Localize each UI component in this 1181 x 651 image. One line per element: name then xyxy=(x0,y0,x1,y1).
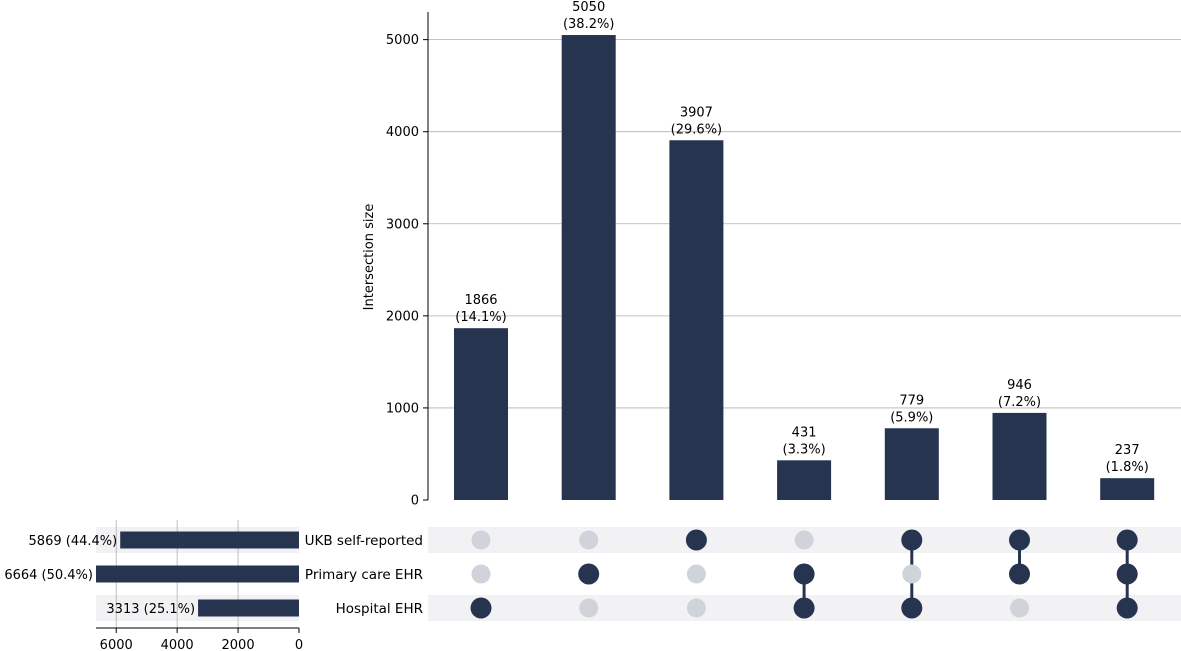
membership-dot-active xyxy=(578,563,600,585)
membership-dot-inactive xyxy=(471,564,491,584)
set-size-tick-label: 4000 xyxy=(161,638,194,651)
membership-dot-active xyxy=(793,563,815,585)
set-size-tick-label: 6000 xyxy=(100,638,133,651)
intersection-value-label: 237 xyxy=(1115,443,1140,458)
set-size-label: 5869 (44.4%) xyxy=(29,534,118,549)
intersection-percent-label: (29.6%) xyxy=(671,122,722,137)
membership-dot-inactive xyxy=(579,530,599,550)
membership-dot-active xyxy=(1116,563,1138,585)
membership-dot-inactive xyxy=(902,564,922,584)
intersection-bars xyxy=(454,35,1155,501)
intersection-grid xyxy=(428,39,1181,409)
set-size-bar xyxy=(198,599,299,617)
membership-dot-inactive xyxy=(1010,598,1029,618)
intersection-bar xyxy=(992,412,1047,500)
membership-dot-inactive xyxy=(686,598,706,618)
intersection-bar-labels: 1866 (14.1%) 5050 (38.2%) 3907 (29.6%) 431 (3.3… xyxy=(455,0,1149,475)
intersection-y-axis: 0 1000 2000 3000 4000 5000 xyxy=(386,12,429,509)
set-size-bar xyxy=(96,565,299,583)
set-names: UKB self-reported Primary care EHR Hospita… xyxy=(305,533,423,617)
set-name-label: Primary care EHR xyxy=(305,567,423,583)
membership-dot-active xyxy=(793,597,815,619)
y-tick-label: 1000 xyxy=(386,401,419,416)
intersection-bar xyxy=(561,35,616,501)
y-tick-label: 3000 xyxy=(386,217,419,232)
intersection-value-label: 779 xyxy=(899,393,924,408)
membership-dot-active xyxy=(1116,529,1138,551)
y-tick-label: 4000 xyxy=(386,125,419,140)
y-tick-label: 5000 xyxy=(386,33,419,48)
membership-dot-active xyxy=(470,597,492,619)
intersection-bar xyxy=(884,428,939,500)
intersection-value-label: 1866 xyxy=(464,293,497,308)
set-size-tick-label: 0 xyxy=(295,638,303,651)
set-size-x-axis: 6000 4000 2000 0 xyxy=(96,627,303,651)
membership-dot-inactive xyxy=(579,598,599,618)
membership-dot-active xyxy=(1009,563,1030,585)
intersection-percent-label: (5.9%) xyxy=(890,410,933,425)
intersection-bar xyxy=(454,328,508,500)
intersection-percent-label: (3.3%) xyxy=(783,442,826,457)
y-tick-label: 0 xyxy=(411,494,419,509)
y-tick-label: 2000 xyxy=(386,309,419,324)
intersection-value-label: 431 xyxy=(792,425,817,440)
membership-dot-active xyxy=(1116,597,1138,619)
set-size-bars: 5869 (44.4%) 6664 (50.4%) 3313 (25.1%) xyxy=(4,531,299,617)
membership-dot-active xyxy=(685,529,707,551)
intersection-percent-label: (38.2%) xyxy=(563,17,614,32)
membership-dot-active xyxy=(901,529,923,551)
intersection-value-label: 946 xyxy=(1007,378,1032,393)
membership-dot-inactive xyxy=(794,530,814,550)
set-size-label: 6664 (50.4%) xyxy=(4,568,93,583)
set-size-label: 3313 (25.1%) xyxy=(106,602,195,617)
intersection-bar xyxy=(777,460,832,500)
intersection-y-label: Intersection size xyxy=(362,204,377,311)
set-size-bar xyxy=(120,531,299,549)
membership-dot-active xyxy=(1009,529,1030,551)
intersection-percent-label: (1.8%) xyxy=(1106,460,1149,475)
membership-matrix xyxy=(470,529,1138,619)
intersection-bar xyxy=(1100,478,1155,500)
intersection-percent-label: (7.2%) xyxy=(998,395,1041,410)
intersection-bar xyxy=(669,140,724,500)
intersection-value-label: 3907 xyxy=(680,105,713,120)
set-size-tick-label: 2000 xyxy=(222,638,255,651)
set-name-label: Hospital EHR xyxy=(336,601,423,617)
membership-dot-active xyxy=(901,597,923,619)
membership-dot-inactive xyxy=(686,564,706,584)
intersection-percent-label: (14.1%) xyxy=(455,310,506,325)
intersection-value-label: 5050 xyxy=(572,0,605,15)
membership-dot-inactive xyxy=(471,530,491,550)
set-name-label: UKB self-reported xyxy=(305,533,423,549)
